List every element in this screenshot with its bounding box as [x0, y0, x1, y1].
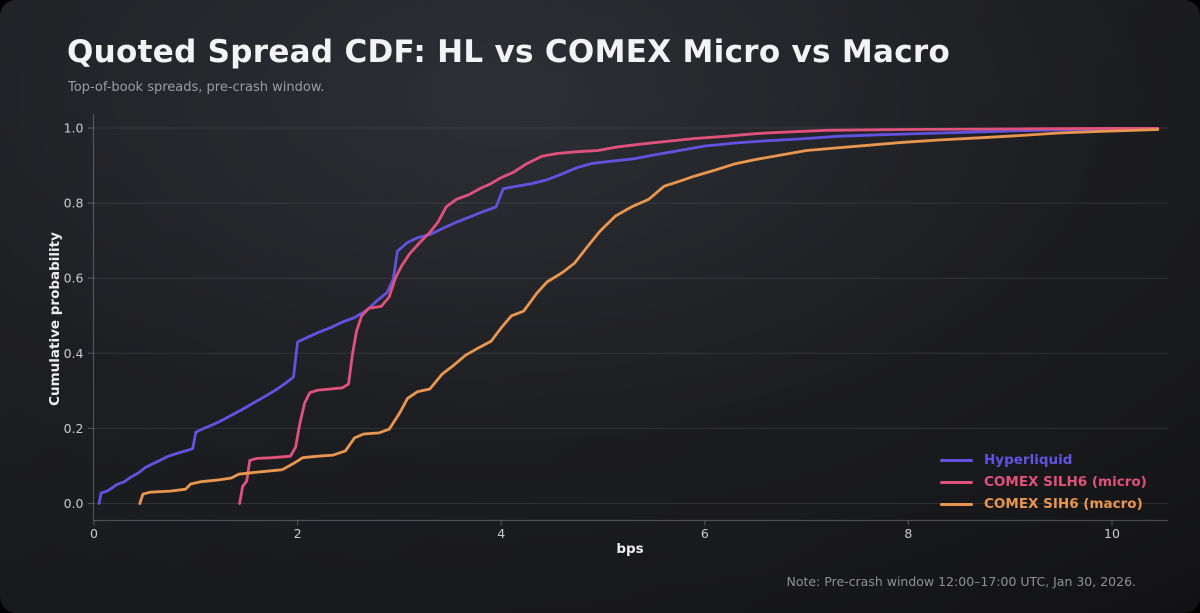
y-tick-label: 1.0: [64, 121, 84, 136]
chart-title: Quoted Spread CDF: HL vs COMEX Micro vs …: [67, 34, 951, 70]
legend-swatch: [940, 502, 973, 506]
legend-swatch: [940, 458, 973, 462]
x-tick-label: 6: [701, 526, 709, 541]
footnote: Note: Pre-crash window 12:00–17:00 UTC, …: [786, 574, 1136, 589]
legend-item-hyperliquid: Hyperliquid: [940, 452, 1147, 468]
legend-label: COMEX SIH6 (macro): [984, 496, 1143, 512]
series-line-comex-sih6-macro: [138, 128, 1160, 505]
legend: Hyperliquid COMEX SILH6 (micro) COMEX SIH6…: [940, 452, 1147, 512]
x-tick-label: 8: [904, 526, 912, 541]
y-axis-label: Cumulative probability: [47, 232, 63, 406]
legend-item-comex-silh6-micro: COMEX SILH6 (micro): [940, 474, 1147, 490]
series-line-comex-silh6-micro: [238, 127, 1160, 505]
chart-subtitle: Top-of-book spreads, pre-crash window.: [68, 80, 325, 95]
y-tick-label: 0.6: [64, 271, 84, 286]
x-axis-label: bps: [616, 541, 644, 557]
series-line-hyperliquid: [97, 127, 1160, 505]
x-tick-label: 4: [497, 526, 505, 541]
legend-swatch: [940, 480, 973, 484]
x-tick-label: 0: [90, 526, 98, 541]
y-tick-label: 0.2: [64, 421, 84, 436]
y-tick-label: 0.0: [64, 496, 84, 511]
legend-label: COMEX SILH6 (micro): [984, 474, 1147, 490]
y-tick-label: 0.4: [64, 346, 84, 361]
x-tick-label: 10: [1104, 526, 1120, 541]
y-tick-label: 0.8: [64, 196, 84, 211]
legend-label: Hyperliquid: [984, 452, 1073, 468]
legend-item-comex-sih6-macro: COMEX SIH6 (macro): [940, 496, 1147, 512]
x-tick-label: 2: [294, 526, 302, 541]
